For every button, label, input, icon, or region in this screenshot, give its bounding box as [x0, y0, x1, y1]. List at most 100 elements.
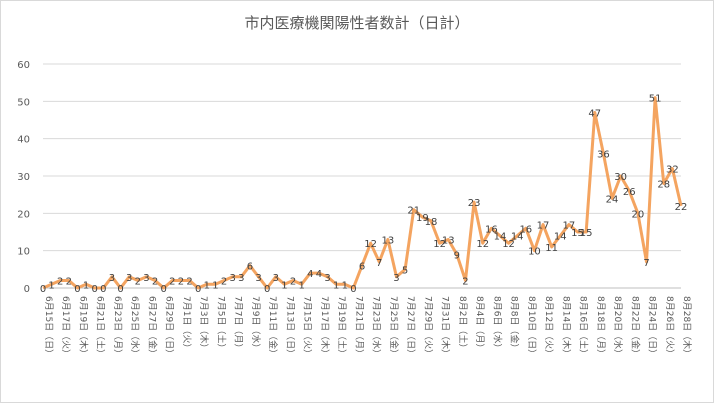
data-label: 3: [126, 273, 132, 284]
x-tick-label: 8月20日（水）: [612, 296, 624, 358]
x-tick-label: 8月4日（月）: [474, 296, 485, 352]
data-label: 2: [152, 277, 158, 288]
y-tick-label: 0: [24, 284, 30, 295]
data-label: 0: [40, 284, 46, 295]
x-tick-label: 8月2日（土）: [457, 296, 469, 352]
data-label: 23: [468, 198, 481, 209]
data-label: 3: [273, 273, 279, 284]
data-label: 3: [109, 273, 115, 284]
data-label: 0: [100, 284, 106, 295]
data-label: 1: [204, 280, 210, 291]
y-tick-label: 20: [17, 209, 30, 220]
data-label: 28: [657, 179, 670, 190]
data-label: 6: [359, 262, 365, 273]
data-label: 2: [462, 277, 468, 288]
data-label: 12: [433, 239, 446, 250]
data-label: 3: [324, 273, 330, 284]
data-label: 1: [83, 280, 89, 291]
data-label: 3: [393, 273, 399, 284]
data-label: 2: [178, 277, 184, 288]
series-line: [42, 96, 683, 290]
data-label: 47: [588, 109, 601, 120]
chart-title: 市内医療機関陽性者数計（日計）: [244, 14, 470, 32]
x-tick-label: 8月8日（金）: [509, 296, 521, 352]
x-tick-label: 7月11日（金）: [267, 296, 279, 358]
data-label: 5: [402, 265, 408, 276]
x-tick-label: 7月23日（水）: [371, 296, 383, 358]
y-tick-label: 10: [17, 247, 30, 258]
data-label: 2: [221, 277, 227, 288]
x-tick-label: 7月15日（火）: [302, 296, 313, 358]
x-tick-label: 7月21日（月）: [353, 296, 364, 358]
data-label: 1: [48, 280, 54, 291]
x-tick-label: 7月29日（火）: [422, 296, 433, 358]
x-tick-label: 6月23日（月）: [112, 296, 123, 358]
x-tick-label: 8月14日（木）: [560, 296, 572, 358]
data-label: 32: [666, 165, 679, 176]
x-tick-label: 8月12日（火）: [543, 296, 554, 358]
x-tick-label: 6月29日（日）: [164, 296, 175, 358]
x-tick-label: 8月24日（日）: [647, 296, 658, 358]
x-tick-label: 7月17日（木）: [319, 296, 331, 358]
data-label: 0: [161, 284, 167, 295]
x-tick-label: 7月5日（土）: [215, 296, 227, 352]
data-label: 0: [74, 284, 80, 295]
data-label: 0: [195, 284, 201, 295]
x-tick-label: 7月31日（木）: [440, 296, 452, 358]
x-tick-label: 7月9日（水）: [250, 296, 262, 352]
x-tick-label: 6月25日（水）: [129, 296, 141, 358]
data-label: 14: [511, 232, 524, 243]
data-label: 16: [519, 224, 532, 235]
data-label: 12: [476, 239, 489, 250]
data-label: 2: [169, 277, 175, 288]
x-tick-label: 6月17日（火）: [60, 296, 71, 358]
data-label: 2: [290, 277, 296, 288]
x-tick-label: 7月25日（金）: [388, 296, 400, 358]
x-tick-label: 7月19日（土）: [336, 296, 348, 358]
data-label: 2: [57, 277, 63, 288]
y-tick-label: 60: [17, 60, 30, 71]
x-tick-label: 6月27日（金）: [146, 296, 158, 358]
x-tick-label: 6月19日（木）: [77, 296, 89, 358]
x-tick-label: 7月1日（火）: [181, 296, 192, 352]
data-label: 0: [350, 284, 356, 295]
x-tick-label: 8月26日（火）: [664, 296, 675, 358]
data-label: 51: [649, 94, 662, 105]
x-tick-label: 7月7日（月）: [233, 296, 244, 352]
data-label: 1: [342, 280, 348, 291]
data-label: 1: [281, 280, 287, 291]
data-label: 17: [537, 221, 550, 232]
data-label: 15: [580, 228, 593, 239]
data-label: 2: [135, 277, 141, 288]
data-label: 13: [381, 235, 394, 246]
y-tick-label: 50: [17, 97, 30, 108]
data-label: 0: [117, 284, 123, 295]
data-label: 4: [316, 269, 322, 280]
y-tick-label: 30: [17, 172, 30, 183]
x-tick-label: 8月18日（月）: [595, 296, 606, 358]
data-label: 17: [563, 221, 576, 232]
data-label: 3: [229, 273, 235, 284]
x-tick-label: 6月15日（日）: [43, 296, 54, 358]
x-tick-label: 8月10日（日）: [526, 296, 537, 358]
data-label: 1: [298, 280, 304, 291]
data-label: 14: [494, 232, 507, 243]
data-label: 2: [66, 277, 72, 288]
data-label: 26: [623, 187, 636, 198]
data-label: 13: [442, 235, 455, 246]
data-label: 20: [632, 209, 645, 220]
data-label: 0: [92, 284, 98, 295]
x-tick-label: 8月28日（木）: [681, 296, 693, 358]
x-tick-label: 8月16日（土）: [578, 296, 590, 358]
data-label: 3: [143, 273, 149, 284]
data-label: 30: [614, 172, 627, 183]
data-label: 6: [247, 262, 253, 273]
data-label: 0: [264, 284, 270, 295]
data-label: 3: [238, 273, 244, 284]
data-label: 12: [502, 239, 515, 250]
data-label: 7: [376, 258, 382, 269]
data-label: 16: [485, 224, 498, 235]
y-tick-label: 40: [17, 135, 30, 146]
